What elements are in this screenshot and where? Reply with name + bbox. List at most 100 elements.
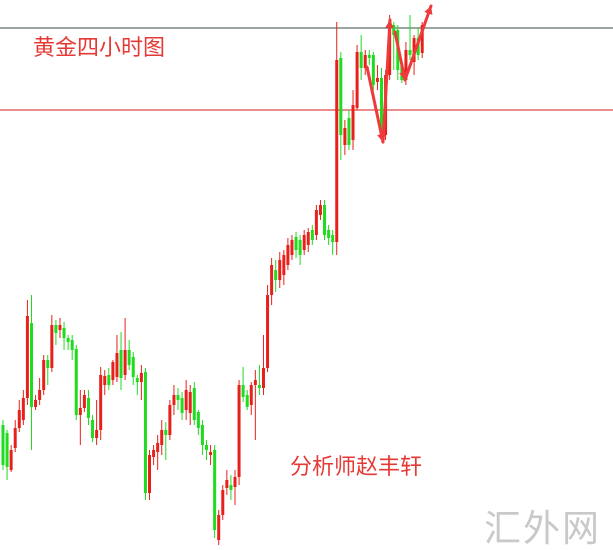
candle-body [82, 395, 86, 408]
candle-body [168, 405, 172, 435]
candle-body [282, 255, 286, 275]
candle-body [188, 392, 192, 413]
candle-body [355, 52, 359, 108]
candle-body [111, 362, 115, 380]
candle-body [42, 360, 46, 390]
candle-body [78, 408, 82, 415]
candle-body [17, 410, 21, 428]
candle-body [46, 360, 50, 368]
candle-body [241, 385, 245, 397]
candle-body [420, 25, 424, 53]
candle-body [196, 412, 200, 428]
candle-body [290, 240, 294, 255]
candle-body [143, 372, 147, 493]
candle-body [139, 373, 143, 382]
candle-body [245, 395, 249, 407]
candle-body [25, 316, 29, 398]
candle-body [135, 378, 139, 382]
candle-body [156, 443, 160, 452]
candle-body [164, 430, 168, 435]
candle-body [339, 58, 343, 135]
arrowhead-icon [424, 6, 433, 15]
candle-body [119, 350, 123, 378]
candle-body [302, 235, 306, 250]
candle-body [180, 398, 184, 413]
trend-arrow-stroke [403, 4, 433, 82]
candle-body [213, 450, 217, 530]
candle-body [54, 325, 58, 333]
candle-body [286, 245, 290, 265]
candle-body [58, 325, 62, 330]
candle-body [318, 205, 322, 215]
candle-body [152, 450, 156, 457]
candle-body [261, 368, 265, 388]
analyst-label: 分析师赵丰轩 [290, 455, 423, 480]
candle-body [217, 515, 221, 540]
candle-body [249, 385, 253, 405]
candle-body [160, 430, 164, 445]
watermark: 汇外网 [484, 507, 601, 550]
candle-body [127, 350, 131, 365]
candle-body [74, 349, 78, 415]
candle-body [86, 398, 90, 418]
candle-body [1, 425, 5, 465]
candle-body [200, 425, 204, 445]
candle-body [115, 353, 119, 377]
candle-body [371, 55, 375, 85]
candle-body [29, 323, 33, 407]
candle-body [351, 105, 355, 140]
candle-body [103, 376, 107, 385]
candle-body [66, 338, 70, 342]
candle-body [233, 477, 237, 487]
candle-body [306, 232, 310, 245]
candle-body [172, 395, 176, 405]
candle-body [184, 390, 188, 410]
trend-arrow-stroke [365, 65, 385, 144]
candle-body [9, 450, 13, 470]
trend-arrow-stroke [381, 18, 392, 144]
candle-body [380, 78, 384, 135]
candle-body [253, 380, 257, 385]
candle-body [257, 385, 261, 388]
candle-body [347, 118, 351, 145]
candle-body [209, 452, 213, 455]
candle-body [331, 235, 335, 242]
candle-body [225, 480, 229, 488]
candle-body [408, 50, 412, 55]
candle-body [91, 420, 95, 438]
candle-body [205, 445, 208, 450]
candle-body [375, 78, 379, 82]
candle-body [192, 388, 196, 420]
candle-body [99, 375, 103, 430]
candle-body [335, 60, 339, 242]
candle-body [343, 128, 347, 145]
candle-body [359, 52, 363, 68]
candle-body [95, 430, 99, 438]
candle-body [270, 265, 274, 295]
arrowhead-icon [385, 20, 394, 29]
candle-body [278, 260, 282, 280]
candle-body [38, 390, 42, 400]
candle-body [298, 240, 302, 255]
candle-body [363, 55, 367, 68]
candle-body [323, 205, 327, 235]
candle-body [148, 455, 152, 493]
candle-body [367, 55, 371, 58]
candle-body [70, 340, 74, 350]
trend-arrow-stroke [393, 30, 407, 82]
candle-body [310, 230, 314, 240]
candle-body [400, 65, 404, 80]
candle-body [62, 328, 66, 338]
candle-body [21, 398, 25, 420]
candle-body [131, 357, 135, 377]
candle-body [274, 270, 278, 280]
candle-body [123, 350, 127, 375]
candle-body [13, 428, 17, 448]
candle-body [237, 385, 241, 477]
candle-body [107, 375, 111, 385]
candle-body [176, 395, 180, 400]
candle-body [294, 237, 298, 250]
candle-body [327, 230, 331, 238]
